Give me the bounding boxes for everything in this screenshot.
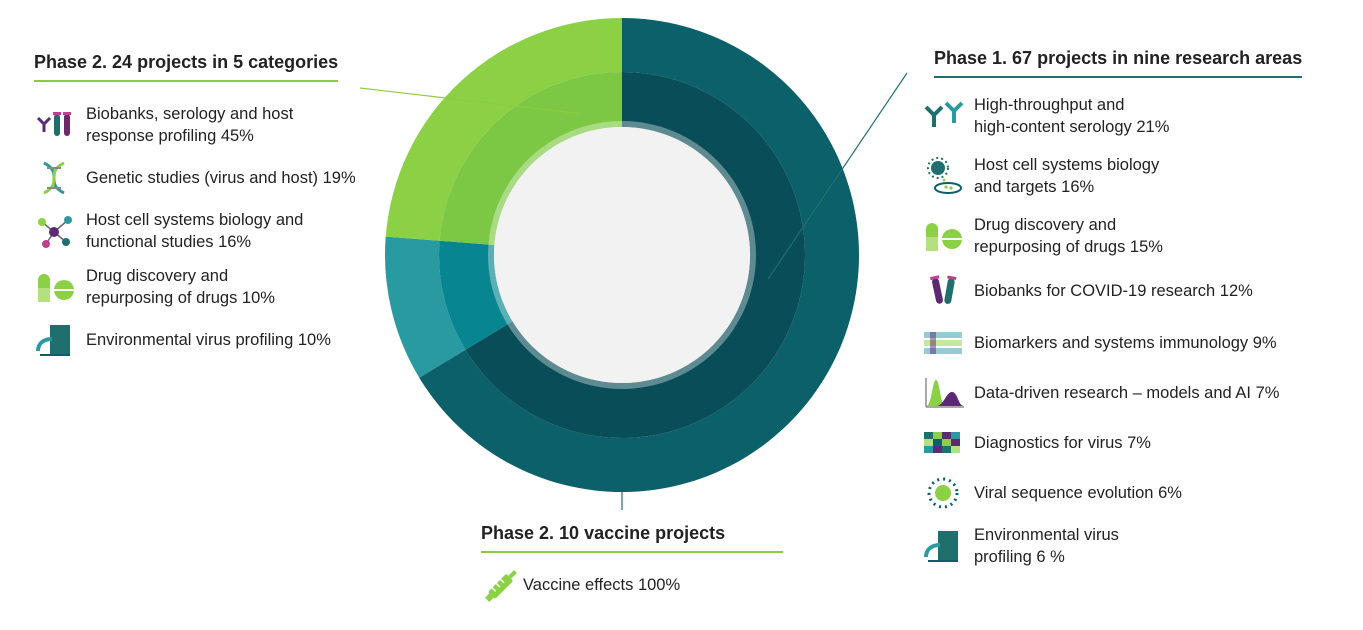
- legend-label-line: Environmental virus: [974, 526, 1119, 544]
- test-tubes-icon: [922, 272, 964, 310]
- legend-label: Biobanks for COVID-19 research 12%: [974, 282, 1253, 300]
- antibody-icon: [922, 97, 964, 135]
- legend-item-biobanks: Biobanks for COVID-19 research 12%: [922, 271, 1279, 311]
- legend-item-drug-discovery: Drug discovery and repurposing of drugs 1…: [922, 211, 1279, 261]
- legend-item-data-driven: Data-driven research – models and AI 7%: [922, 373, 1279, 413]
- donut-slice-vaccine-outer: [385, 236, 466, 378]
- legend-label-line: Host cell systems biology and: [86, 211, 304, 229]
- heatmap-icon: [922, 424, 964, 462]
- legend-item-host-cell-functional: Host cell systems biology and functional …: [34, 206, 356, 256]
- density-plot-icon: [922, 374, 964, 412]
- virus-petri-icon: [922, 157, 964, 195]
- legend-item-vaccine-effects: Vaccine effects 100%: [481, 566, 680, 604]
- syringe-icon: [481, 566, 517, 604]
- legend-label-line: High-throughput and: [974, 96, 1125, 114]
- donut-slice-phase2-inner: [439, 72, 622, 246]
- legend-label-line: repurposing of drugs 10%: [86, 289, 275, 307]
- legend-label-line: Drug discovery and: [86, 267, 229, 285]
- legend-label: Vaccine effects 100%: [523, 576, 681, 594]
- donut-center: [494, 127, 750, 383]
- donut-slice-phase1-inner: [465, 72, 805, 438]
- legend-item-biobanks-serology: Biobanks, serology and host response prof…: [34, 100, 356, 150]
- legend-item-serology: High-throughput and high-content serology…: [922, 91, 1279, 141]
- sewage-pipe-icon: [922, 527, 964, 565]
- sequence-grid-icon: [922, 324, 964, 362]
- phase1-areas-list: High-throughput and high-content serology…: [922, 91, 1279, 571]
- legend-label-line: Host cell systems biology: [974, 156, 1160, 174]
- legend-item-viral-sequence: Viral sequence evolution 6%: [922, 473, 1279, 513]
- legend-item-genetic-studies: Genetic studies (virus and host) 19%: [34, 158, 356, 198]
- legend-label: Diagnostics for virus 7%: [974, 434, 1151, 452]
- legend-label-line: high-content serology 21%: [974, 118, 1170, 136]
- phase2-categories-title: Phase 2. 24 projects in 5 categories: [34, 52, 339, 82]
- legend-label-line: profiling 6 %: [974, 548, 1065, 566]
- legend-item-environmental-virus: Environmental virus profiling 6 %: [922, 521, 1279, 571]
- dna-icon: [34, 159, 76, 197]
- legend-item-diagnostics: Diagnostics for virus 7%: [922, 423, 1279, 463]
- donut-slice-vaccine-inner: [439, 240, 513, 350]
- legend-label-line: response profiling 45%: [86, 127, 254, 145]
- virus-dots-icon: [922, 474, 964, 512]
- donut-slice-phase2-outer: [385, 18, 622, 241]
- phase2-vaccine-list: Vaccine effects 100%: [481, 566, 680, 604]
- legend-label-line: Biobanks, serology and host: [86, 105, 294, 123]
- legend-label: Genetic studies (virus and host) 19%: [86, 169, 356, 187]
- legend-item-environmental-virus: Environmental virus profiling 10%: [34, 320, 356, 360]
- phase1-areas-title: Phase 1. 67 projects in nine research ar…: [934, 48, 1303, 78]
- network-icon: [34, 212, 76, 250]
- phase2-categories-list: Biobanks, serology and host response prof…: [34, 100, 356, 360]
- legend-label-line: repurposing of drugs 15%: [974, 238, 1163, 256]
- leader-line-phase1: [767, 72, 908, 280]
- antibody-tubes-icon: [34, 106, 76, 144]
- legend-label: Environmental virus profiling 10%: [86, 331, 331, 349]
- legend-label: Viral sequence evolution 6%: [974, 484, 1182, 502]
- sewage-pipe-icon: [34, 321, 76, 359]
- legend-label: Biomarkers and systems immunology 9%: [974, 334, 1277, 352]
- legend-label-line: functional studies 16%: [86, 233, 252, 251]
- legend-label-line: and targets 16%: [974, 178, 1095, 196]
- pill-icon: [34, 268, 76, 306]
- leader-line-phase2: [359, 87, 579, 115]
- legend-item-drug-discovery: Drug discovery and repurposing of drugs 1…: [34, 262, 356, 312]
- legend-item-host-cell-targets: Host cell systems biology and targets 16%: [922, 151, 1279, 201]
- pill-icon: [922, 217, 964, 255]
- legend-item-biomarkers: Biomarkers and systems immunology 9%: [922, 323, 1279, 363]
- legend-label: Data-driven research – models and AI 7%: [974, 384, 1280, 402]
- legend-label-line: Drug discovery and: [974, 216, 1117, 234]
- phase2-vaccine-title: Phase 2. 10 vaccine projects: [481, 523, 784, 553]
